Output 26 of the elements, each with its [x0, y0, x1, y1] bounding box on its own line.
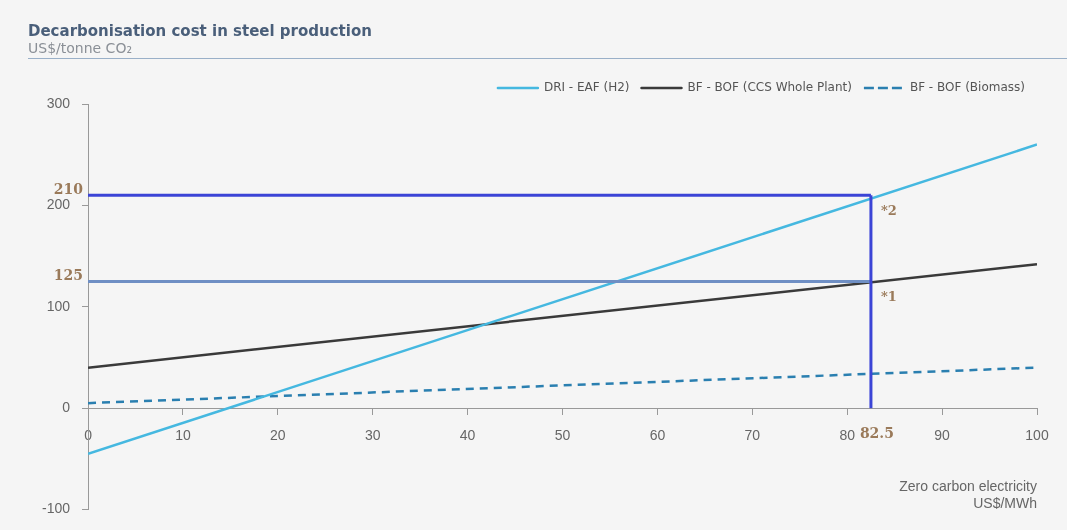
chart-subtitle: US$/tonne CO₂: [28, 40, 134, 56]
annotation: *2: [880, 203, 897, 219]
y-tick-label: -100: [41, 500, 71, 517]
x-tick-label: 60: [649, 427, 666, 444]
y-tick-label: 300: [46, 94, 71, 111]
x-tick-label: 20: [270, 427, 286, 444]
legend-label: BF - BOF (CCS Whole Plant): [687, 80, 852, 95]
annotation: *1: [880, 289, 897, 305]
x-tick-label: 50: [554, 427, 571, 444]
x-tick-label: 70: [744, 427, 761, 444]
y-tick-label: 200: [46, 196, 71, 213]
legend-label: DRI - EAF (H2): [543, 80, 630, 95]
ref-line-label: 210: [53, 180, 84, 197]
x-axis-title: Zero carbon electricity US$/MWh: [899, 478, 1037, 512]
x-tick-label: 10: [175, 427, 191, 444]
x-tick-label: 80: [839, 427, 856, 444]
legend-label: BF - BOF (Biomass): [909, 80, 1026, 95]
y-tick-label: 0: [62, 399, 71, 416]
chart-title: Decarbonisation cost in steel production: [28, 22, 373, 40]
x-tick-label: 40: [459, 427, 476, 444]
x-tick-label: 100: [1025, 427, 1049, 444]
ref-line-label: 82.5: [859, 424, 894, 441]
ref-line-label: 125: [53, 267, 84, 284]
x-tick-label: 30: [364, 427, 381, 444]
x-tick-label: 90: [934, 427, 951, 444]
y-tick-label: 100: [46, 297, 71, 314]
